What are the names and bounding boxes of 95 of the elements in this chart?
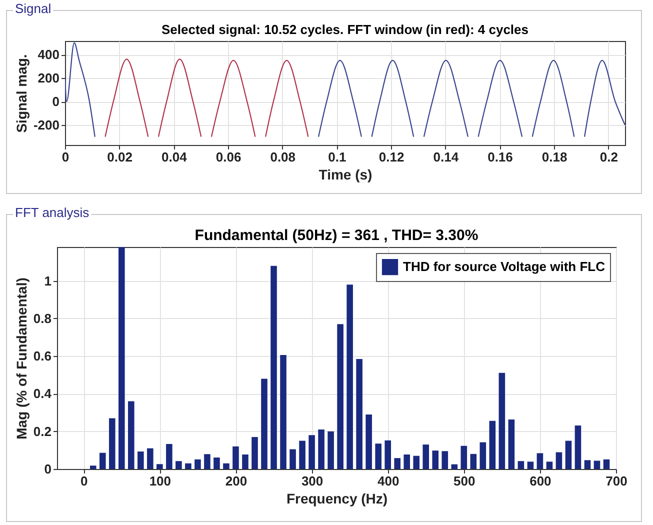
x-tick-label: 500 xyxy=(454,474,476,488)
bar xyxy=(404,454,410,469)
bar xyxy=(261,378,268,469)
bar xyxy=(337,324,344,469)
bar xyxy=(90,466,96,469)
bar xyxy=(527,462,534,469)
x-tick-label: 0.12 xyxy=(378,150,404,164)
bar xyxy=(565,440,572,469)
bar xyxy=(574,426,582,469)
x-tick-label: 400 xyxy=(377,474,400,488)
bar xyxy=(108,418,116,469)
line-series xyxy=(584,60,625,138)
x-axis-title: Time (s) xyxy=(318,166,372,182)
bar xyxy=(442,451,448,469)
bar xyxy=(518,461,524,469)
text: FFT analysis xyxy=(13,205,92,220)
bar xyxy=(366,414,372,469)
bar xyxy=(356,358,362,469)
bar xyxy=(556,452,562,469)
y-axis-title: Signal mag. xyxy=(13,54,30,133)
y-tick-label: 1 xyxy=(44,273,52,288)
x-tick-label: 300 xyxy=(301,474,324,488)
bar xyxy=(394,458,400,469)
bar xyxy=(508,420,515,469)
bar xyxy=(128,401,134,469)
bar xyxy=(308,435,315,469)
bar xyxy=(156,464,163,469)
legend-label: THD for source Voltage with FLC xyxy=(403,259,606,274)
x-tick-label: 700 xyxy=(606,474,628,488)
chart-title: Selected signal: 10.52 cycles. FFT window (in red): 4 cycles xyxy=(161,22,529,37)
y-tick-label: 0.6 xyxy=(33,348,52,364)
bar xyxy=(99,452,106,469)
bar xyxy=(252,437,258,469)
bar xyxy=(546,462,553,469)
bar xyxy=(290,449,296,469)
bar xyxy=(118,247,125,469)
x-axis-title: Frequency (Hz) xyxy=(286,490,388,506)
bar xyxy=(536,453,544,469)
text: Signal xyxy=(13,1,54,16)
x-tick-label: 0.02 xyxy=(107,150,132,164)
bar xyxy=(194,459,201,469)
x-tick-label: 0.04 xyxy=(162,150,188,164)
x-tick-label: 0.1 xyxy=(328,150,346,164)
bar xyxy=(166,444,172,469)
x-tick-label: 0.14 xyxy=(433,150,460,164)
line-series xyxy=(65,42,96,138)
bar xyxy=(480,442,486,469)
bar xyxy=(584,460,591,469)
y-tick-label: 0.8 xyxy=(33,310,52,326)
bar xyxy=(185,463,192,469)
x-tick-label: 0.08 xyxy=(270,150,296,164)
bar xyxy=(594,460,600,469)
x-tick-label: 0.2 xyxy=(600,150,618,164)
bar xyxy=(299,440,306,469)
bar xyxy=(147,448,154,469)
x-tick-label: 200 xyxy=(225,474,248,488)
x-tick-label: 0 xyxy=(62,150,70,164)
bar xyxy=(432,450,439,469)
bar xyxy=(280,354,286,469)
y-tick-label: -200 xyxy=(33,118,60,133)
x-tick-label: 0 xyxy=(80,474,88,488)
bar xyxy=(470,454,477,469)
y-tick-label: 0 xyxy=(52,94,60,110)
bar xyxy=(176,461,182,469)
y-axis-title: Mag (% of Fundamental) xyxy=(13,278,30,440)
bar xyxy=(603,459,610,469)
y-tick-label: 0.4 xyxy=(33,386,52,402)
bar xyxy=(223,463,230,469)
bar xyxy=(138,452,144,469)
y-tick-label: 0 xyxy=(44,462,52,476)
bar xyxy=(214,458,220,469)
x-tick-label: 600 xyxy=(530,474,552,488)
y-tick-label: 400 xyxy=(38,47,60,62)
bar xyxy=(328,431,334,469)
bar xyxy=(346,284,353,469)
bar xyxy=(232,446,239,469)
x-tick-label: 0.18 xyxy=(542,150,568,164)
chart-title: Fundamental (50Hz) = 361 , THD= 3.30% xyxy=(194,227,478,244)
bar xyxy=(242,454,248,469)
bar xyxy=(422,444,430,469)
y-tick-label: 200 xyxy=(38,70,60,86)
bar xyxy=(413,456,420,469)
bar xyxy=(498,372,506,469)
bar xyxy=(270,266,277,469)
x-tick-label: 0.06 xyxy=(216,150,242,164)
bar xyxy=(384,440,391,469)
bar xyxy=(451,464,458,469)
bar xyxy=(375,444,382,469)
bar xyxy=(318,429,324,469)
bar xyxy=(489,420,496,469)
bar xyxy=(460,446,468,469)
y-tick-label: 0.2 xyxy=(33,424,52,439)
x-tick-label: 0.16 xyxy=(488,150,513,164)
x-tick-label: 100 xyxy=(149,474,172,488)
bar xyxy=(204,454,210,469)
